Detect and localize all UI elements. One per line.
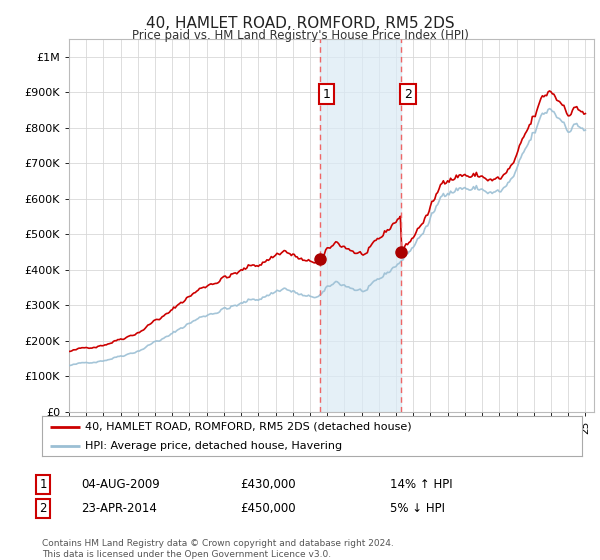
Text: Contains HM Land Registry data © Crown copyright and database right 2024.
This d: Contains HM Land Registry data © Crown c… <box>42 539 394 559</box>
Text: £430,000: £430,000 <box>240 478 296 491</box>
Text: 04-AUG-2009: 04-AUG-2009 <box>81 478 160 491</box>
Text: HPI: Average price, detached house, Havering: HPI: Average price, detached house, Have… <box>85 441 343 451</box>
Bar <box>320 39 401 412</box>
Text: 2: 2 <box>404 88 412 101</box>
Text: 2: 2 <box>40 502 47 515</box>
Text: £450,000: £450,000 <box>240 502 296 515</box>
Text: 40, HAMLET ROAD, ROMFORD, RM5 2DS: 40, HAMLET ROAD, ROMFORD, RM5 2DS <box>146 16 454 31</box>
Text: 23-APR-2014: 23-APR-2014 <box>81 502 157 515</box>
Text: 1: 1 <box>40 478 47 491</box>
Text: Price paid vs. HM Land Registry's House Price Index (HPI): Price paid vs. HM Land Registry's House … <box>131 29 469 42</box>
Text: 1: 1 <box>323 88 331 101</box>
Text: 14% ↑ HPI: 14% ↑ HPI <box>390 478 452 491</box>
Text: 5% ↓ HPI: 5% ↓ HPI <box>390 502 445 515</box>
Text: 40, HAMLET ROAD, ROMFORD, RM5 2DS (detached house): 40, HAMLET ROAD, ROMFORD, RM5 2DS (detac… <box>85 422 412 432</box>
